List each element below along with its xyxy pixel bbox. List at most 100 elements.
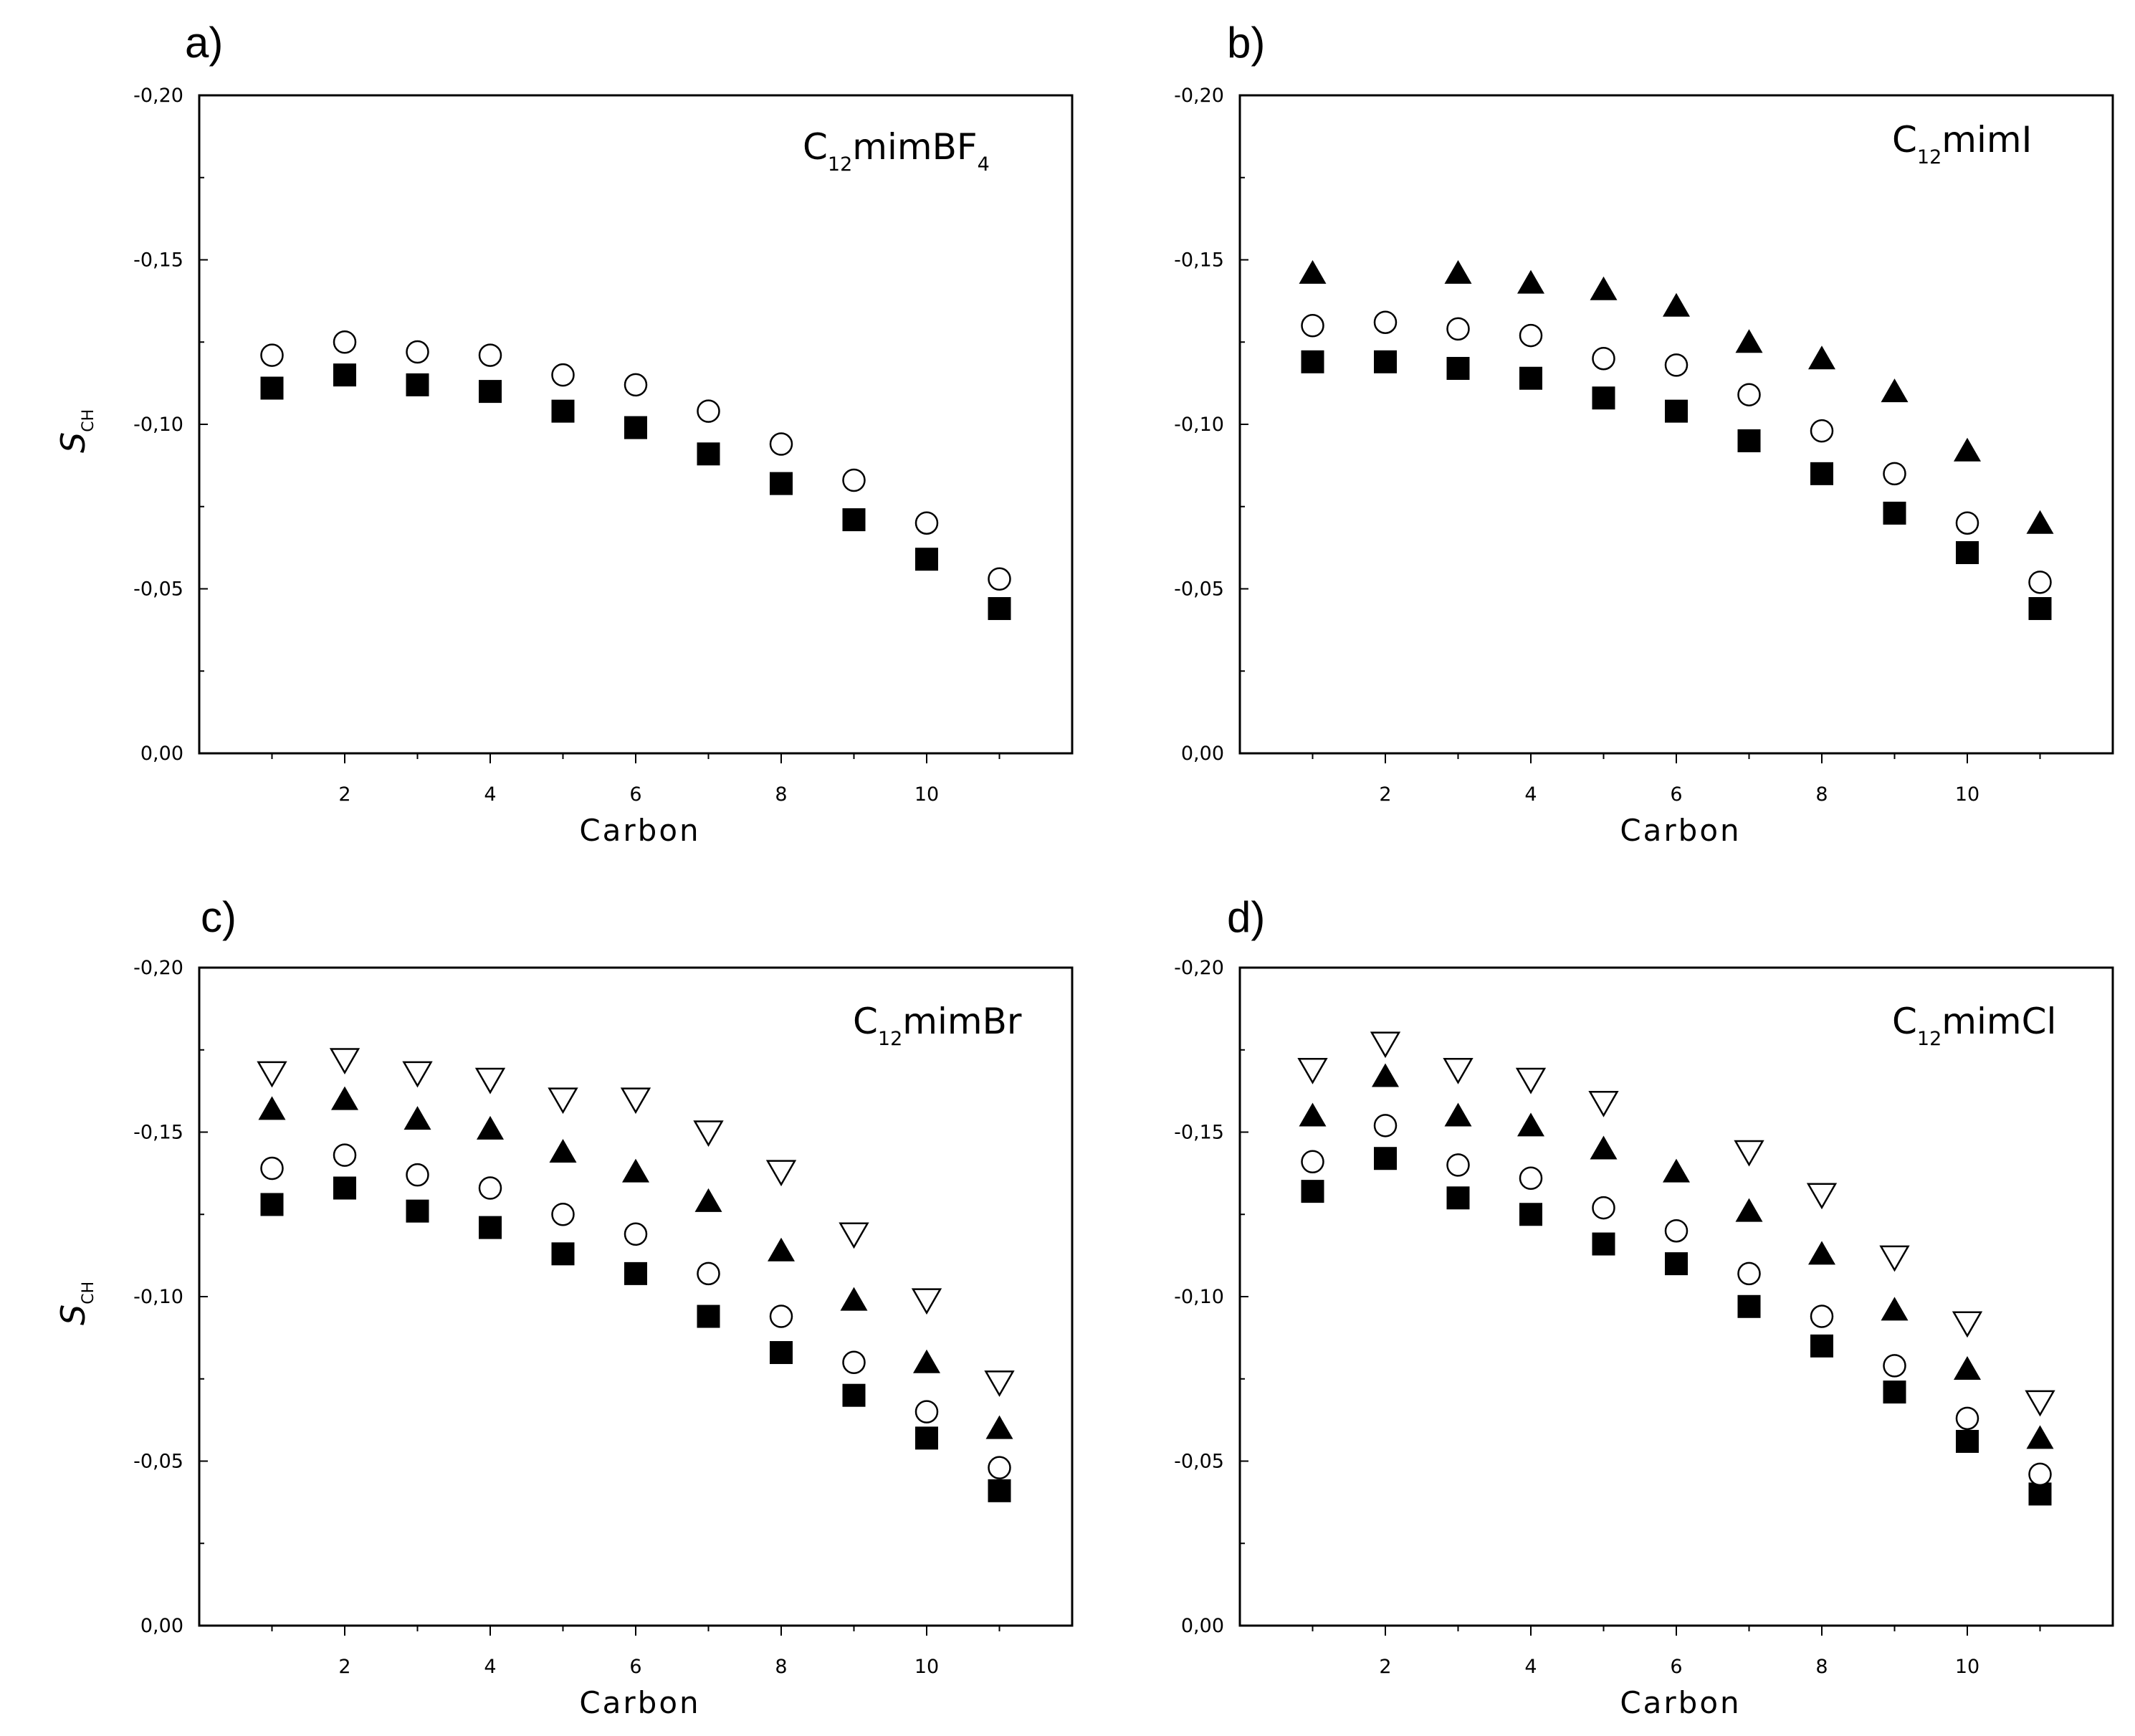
- point-triangle-up: [1299, 1102, 1327, 1127]
- point-circle: [842, 1350, 866, 1375]
- point-triangle-up: [1808, 1241, 1835, 1265]
- point-circle: [333, 1143, 357, 1167]
- point-square: [333, 1176, 356, 1200]
- y-axis-title: SCH: [54, 409, 97, 453]
- y-tick-label: -0,15: [1174, 1122, 1224, 1144]
- point-triangle-up: [477, 1115, 504, 1140]
- point-triangle-down: [693, 1120, 724, 1148]
- point-triangle-down: [1443, 1058, 1474, 1084]
- point-triangle-up: [985, 1415, 1013, 1439]
- point-square: [551, 1242, 575, 1266]
- point-circle: [1519, 1166, 1543, 1191]
- plot-frame: [1238, 966, 2114, 1627]
- x-tick-label: 2: [338, 783, 350, 806]
- point-square: [624, 1262, 647, 1285]
- point-circle: [1301, 1150, 1324, 1174]
- y-tick-label: -0,10: [1174, 1286, 1224, 1308]
- y-axis-title-sub: CH: [80, 1282, 97, 1305]
- point-triangle-down: [1515, 1067, 1547, 1094]
- compound-subscript: 12: [828, 153, 852, 176]
- point-square: [2028, 597, 2052, 621]
- chart-panel-c: c) C12mimBr -0,20 -0,15 -0,10 -0,05 0,00 2 4 6 8 10…: [54, 893, 1074, 1720]
- point-triangle-down: [1588, 1090, 1619, 1117]
- point-triangle-down: [765, 1160, 797, 1187]
- point-circle: [1519, 323, 1543, 348]
- x-tick-label: 4: [1524, 783, 1537, 806]
- point-triangle-up: [1299, 259, 1327, 284]
- compound-label: C12mimBr: [853, 1001, 1022, 1050]
- point-square: [1810, 1334, 1833, 1358]
- compound-prefix: C: [803, 126, 828, 168]
- point-triangle-up: [1663, 292, 1690, 317]
- point-square: [1810, 462, 1833, 485]
- y-axis-title: SCH: [54, 1282, 97, 1325]
- point-circle: [769, 1305, 793, 1328]
- point-triangle-down: [984, 1370, 1015, 1397]
- point-triangle-up: [1590, 1135, 1618, 1160]
- point-triangle-down: [1879, 1245, 1910, 1272]
- x-tick-label: 8: [775, 783, 787, 806]
- compound-label: C12mimCl: [1892, 1001, 2056, 1050]
- compound-middle: mimI: [1941, 119, 2032, 161]
- x-tick-label: 8: [775, 1656, 787, 1678]
- point-circle: [1446, 1153, 1470, 1177]
- x-tick-label: 6: [1670, 1656, 1682, 1678]
- point-triangle-up: [913, 1349, 940, 1373]
- point-circle: [406, 1163, 429, 1187]
- x-tick-label: 10: [914, 783, 939, 806]
- x-axis-title: Carbon: [1620, 813, 1741, 848]
- point-circle: [1955, 511, 1979, 535]
- point-square: [479, 1216, 502, 1239]
- point-square: [988, 1479, 1011, 1502]
- y-tick-label: -0,05: [1174, 578, 1224, 601]
- x-tick-label: 10: [914, 1656, 939, 1678]
- point-triangle-down: [474, 1067, 506, 1094]
- point-square: [1737, 1294, 1761, 1318]
- point-triangle-down: [911, 1288, 942, 1315]
- compound-middle: mimCl: [1941, 1001, 2056, 1042]
- x-tick-label: 10: [1955, 783, 1979, 806]
- point-circle: [551, 363, 575, 387]
- compound-subscript: 12: [878, 1028, 902, 1050]
- compound-subscript: 12: [1917, 146, 1941, 168]
- point-square: [1301, 350, 1324, 373]
- point-triangle-up: [1735, 329, 1763, 353]
- x-axis-title: Carbon: [579, 1685, 700, 1720]
- point-triangle-down: [839, 1222, 869, 1249]
- point-triangle-up: [1735, 1198, 1763, 1222]
- point-triangle-down: [1734, 1140, 1764, 1167]
- x-tick-label: 2: [1379, 783, 1391, 806]
- y-tick-label: -0,20: [1174, 957, 1224, 979]
- point-triangle-up: [549, 1139, 577, 1163]
- compound-label: C12mimBF4: [803, 126, 990, 176]
- y-axis-title-main: S: [54, 432, 92, 453]
- point-square: [260, 1193, 284, 1216]
- point-circle: [333, 330, 357, 354]
- point-triangle-down: [402, 1061, 433, 1088]
- point-circle: [478, 1176, 502, 1200]
- chart-panel-b: b) C12mimI -0,20 -0,15 -0,10 -0,05 0,00 2 4 6 8 10 C…: [1174, 19, 2114, 848]
- y-tick-label: -0,15: [1174, 249, 1224, 272]
- point-circle: [988, 567, 1011, 591]
- point-square: [842, 508, 866, 532]
- point-circle: [551, 1203, 575, 1226]
- point-triangle-down: [1952, 1311, 1983, 1338]
- point-triangle-up: [1954, 1355, 1981, 1380]
- point-circle: [406, 340, 429, 364]
- compound-prefix: C: [1892, 119, 1917, 161]
- point-square: [842, 1383, 866, 1407]
- point-triangle-down: [620, 1087, 651, 1115]
- point-square: [988, 597, 1011, 621]
- point-circle: [624, 1222, 648, 1246]
- y-tick-label: -0,20: [1174, 85, 1224, 107]
- point-circle: [1373, 1114, 1398, 1138]
- point-circle: [1664, 1218, 1689, 1243]
- point-square: [1883, 501, 1906, 525]
- point-circle: [1737, 1262, 1761, 1286]
- x-tick-label: 10: [1955, 1656, 1979, 1678]
- point-square: [697, 1305, 720, 1328]
- y-axis-title-sub: CH: [80, 409, 97, 432]
- x-tick-label: 6: [629, 783, 641, 806]
- point-square: [2028, 1482, 2052, 1506]
